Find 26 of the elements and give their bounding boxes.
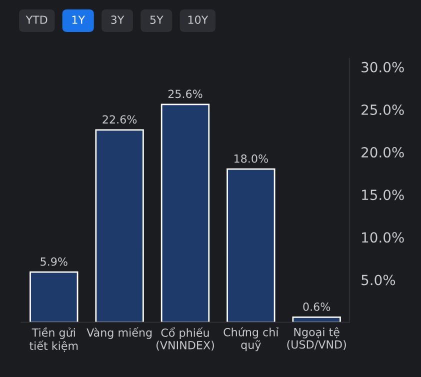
bar <box>292 316 341 322</box>
data-label: 22.6% <box>102 115 137 124</box>
y-tick-label: 30.0% <box>362 62 404 72</box>
y-tick-label: 5.0% <box>362 274 396 286</box>
x-tick-label: Ngoại tệ (USD/VND) <box>287 327 346 350</box>
data-label: 25.6% <box>168 90 202 98</box>
x-tick-label: Cổ phiếu (VNINDEX) <box>156 327 214 351</box>
text: 5Y <box>150 16 164 24</box>
bar <box>226 168 276 322</box>
text: 10Y <box>188 16 208 24</box>
y-tick-label: 20.0% <box>362 147 404 158</box>
bar <box>160 104 210 322</box>
text: YTD <box>26 16 48 24</box>
data-label: 0.6% <box>303 302 330 311</box>
y-tick-label: 10.0% <box>362 232 404 243</box>
data-label: 18.0% <box>234 154 268 163</box>
x-tick-label: Tiền gửi tiết kiệm <box>30 327 78 352</box>
x-tick-label: Chứng chỉ quỹ <box>224 327 278 352</box>
text: 3Y <box>111 16 124 24</box>
bar <box>30 271 78 322</box>
x-tick-label: Vàng miếng <box>86 327 152 339</box>
data-label: 5.9% <box>40 257 68 266</box>
y-tick-label: 25.0% <box>362 104 404 115</box>
text: 1Y <box>72 16 86 24</box>
bar <box>95 129 144 322</box>
y-tick-label: 15.0% <box>362 190 404 200</box>
